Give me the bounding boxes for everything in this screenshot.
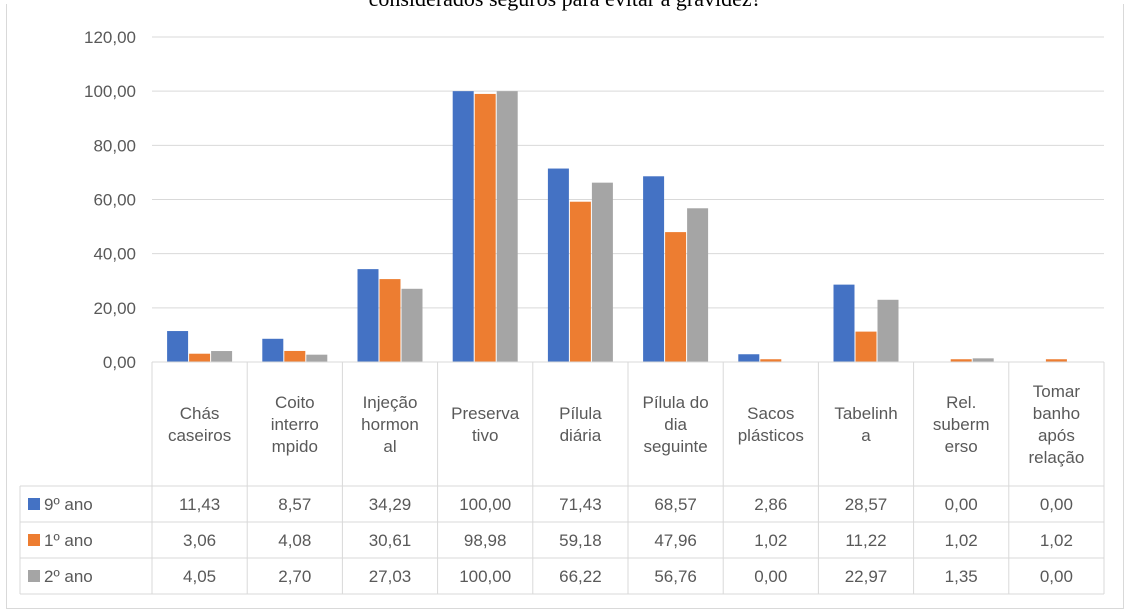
- category-label: Coito: [275, 393, 315, 412]
- category-label: Injeção: [363, 393, 418, 412]
- data-table-value: 71,43: [559, 495, 602, 514]
- data-table-value: 66,22: [559, 567, 602, 586]
- bar: [972, 358, 994, 362]
- bar: [189, 353, 211, 362]
- y-tick-label: 120,00: [84, 28, 136, 47]
- data-table-value: 28,57: [845, 495, 888, 514]
- legend-label: 9º ano: [44, 495, 93, 514]
- bar: [877, 299, 899, 362]
- data-table-value: 27,03: [369, 567, 412, 586]
- bar: [379, 279, 401, 362]
- data-table-value: 68,57: [654, 495, 697, 514]
- y-tick-label: 100,00: [84, 82, 136, 101]
- bar: [284, 350, 306, 362]
- data-table-value: 56,76: [654, 567, 697, 586]
- legend-label: 2º ano: [44, 567, 93, 586]
- bar: [591, 182, 613, 362]
- data-table-value: 0,00: [945, 495, 978, 514]
- data-table-value: 11,43: [179, 495, 220, 514]
- legend-label: 1º ano: [44, 531, 93, 550]
- category-label: Tabelinh: [834, 404, 897, 423]
- data-table-value: 100,00: [459, 495, 511, 514]
- bar: [665, 232, 687, 362]
- data-table-value: 1,02: [754, 531, 787, 550]
- data-table-value: 1,35: [945, 567, 978, 586]
- category-label: Chás: [180, 404, 220, 423]
- data-table-value: 8,57: [278, 495, 311, 514]
- bar: [167, 331, 189, 362]
- category-label: diária: [560, 426, 602, 445]
- bar: [496, 91, 518, 363]
- data-table-value: 0,00: [1040, 567, 1073, 586]
- bar: [452, 91, 474, 363]
- category-label: Preserva: [451, 404, 520, 423]
- category-label: Sacos: [747, 404, 794, 423]
- category-label: após: [1038, 426, 1075, 445]
- data-table-value: 47,96: [654, 531, 697, 550]
- chart-title: considerados seguros para evitar a gravi…: [0, 0, 1130, 12]
- y-tick-label: 40,00: [93, 245, 136, 264]
- bar: [474, 93, 496, 362]
- data-table-value: 34,29: [369, 495, 412, 514]
- bar: [547, 168, 569, 362]
- bar: [643, 176, 665, 362]
- category-label: erso: [945, 437, 978, 456]
- bar: [401, 288, 423, 362]
- data-table-value: 3,06: [183, 531, 216, 550]
- data-table-value: 11,22: [845, 531, 886, 550]
- bar: [855, 331, 877, 362]
- bar: [950, 359, 972, 362]
- bar: [687, 208, 709, 362]
- y-tick-label: 0,00: [103, 353, 136, 372]
- data-table-value: 100,00: [459, 567, 511, 586]
- y-tick-label: 60,00: [93, 191, 136, 210]
- category-label: mpido: [272, 437, 318, 456]
- category-label: interro: [271, 415, 319, 434]
- category-label: dia: [664, 415, 687, 434]
- data-table-value: 4,05: [183, 567, 216, 586]
- data-table-value: 0,00: [754, 567, 787, 586]
- category-label: tivo: [472, 426, 498, 445]
- bar: [211, 351, 233, 362]
- bar: [306, 354, 328, 362]
- bar: [738, 354, 760, 362]
- data-table-value: 30,61: [369, 531, 412, 550]
- category-label: plásticos: [738, 426, 804, 445]
- data-table-value: 2,86: [754, 495, 787, 514]
- data-table-value: 2,70: [278, 567, 311, 586]
- data-table-value: 22,97: [845, 567, 888, 586]
- y-tick-label: 20,00: [93, 299, 136, 318]
- category-label: Pílula: [559, 404, 602, 423]
- category-label: Tomar: [1033, 382, 1081, 401]
- legend-swatch: [28, 570, 40, 582]
- data-table-value: 98,98: [464, 531, 507, 550]
- bar: [569, 201, 591, 362]
- bar: [357, 269, 379, 362]
- y-tick-label: 80,00: [93, 136, 136, 155]
- category-label: a: [861, 426, 871, 445]
- data-table-value: 0,00: [1040, 495, 1073, 514]
- legend-swatch: [28, 498, 40, 510]
- bar: [833, 284, 855, 362]
- legend-swatch: [28, 534, 40, 546]
- category-label: caseiros: [168, 426, 231, 445]
- bar: [760, 359, 782, 362]
- data-table-value: 59,18: [559, 531, 602, 550]
- category-label: Rel.: [946, 393, 976, 412]
- data-table-value: 4,08: [278, 531, 311, 550]
- category-label: relação: [1029, 448, 1085, 467]
- category-label: suberm: [933, 415, 990, 434]
- category-label: al: [383, 437, 396, 456]
- data-table-value: 1,02: [1040, 531, 1073, 550]
- category-label: Pílula do: [643, 393, 709, 412]
- category-label: seguinte: [643, 437, 707, 456]
- data-table-value: 1,02: [945, 531, 978, 550]
- bar: [1045, 359, 1067, 362]
- category-label: banho: [1033, 404, 1080, 423]
- category-label: hormon: [361, 415, 419, 434]
- bar: [262, 338, 284, 362]
- chart-frame: [6, 4, 1124, 609]
